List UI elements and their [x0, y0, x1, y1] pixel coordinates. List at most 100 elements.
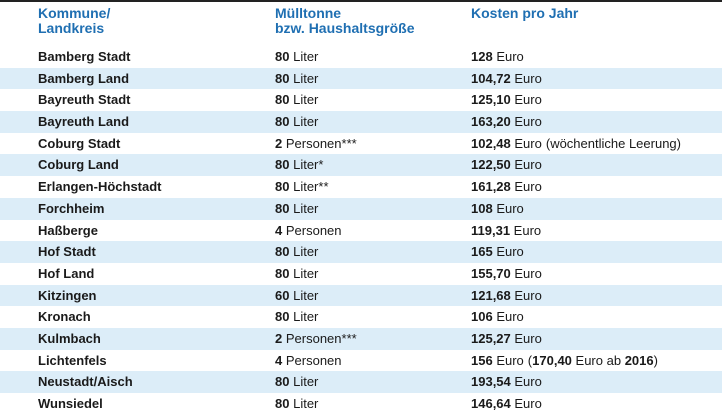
bin-size-unit: Liter	[293, 265, 319, 281]
kommune-name: Hof Stadt	[38, 244, 96, 260]
cost-number: 155,70	[471, 265, 511, 281]
table-row: Hof Land 80 Liter 155,70 Euro	[0, 263, 722, 285]
bin-size: 80 Liter	[275, 263, 318, 285]
cost-number: 104,72	[471, 70, 511, 86]
table-header: Kommune/ Landkreis Mülltonne bzw. Hausha…	[0, 4, 722, 44]
table-row: Forchheim 80 Liter 108 Euro	[0, 197, 722, 220]
cost-note-pre: (wöchentliche Leerung)	[545, 135, 681, 151]
table-row: Wunsiedel 80 Liter 146,64 Euro	[0, 393, 722, 415]
table-row: Neustadt/Aisch 80 Liter 193,54 Euro	[0, 371, 722, 393]
cost-number: 121,68	[471, 287, 511, 303]
cost-unit: Euro	[514, 157, 542, 173]
table-row: Haßberge 4 Personen 119,31 Euro	[0, 220, 722, 242]
bin-size-unit: Liter	[293, 374, 319, 390]
cost-unit: Euro	[496, 49, 524, 64]
bin-size: 60 Liter	[275, 285, 318, 307]
bin-size-number: 80	[275, 49, 290, 64]
bin-size-number: 80	[275, 114, 290, 130]
bin-size: 80 Liter	[275, 89, 318, 111]
cost-number: 125,10	[471, 92, 511, 108]
bin-size-unit: Liter	[293, 92, 319, 108]
bin-size-number: 80	[275, 309, 290, 325]
bin-size-number: 2	[275, 135, 283, 151]
cost-unit: Euro	[514, 265, 542, 281]
header-kommune-line2: Landkreis	[38, 20, 105, 36]
cost-number: 163,20	[471, 114, 511, 130]
cost-note-pre: (	[527, 352, 533, 368]
kommune-name: Bamberg Land	[38, 70, 130, 86]
bin-size-number: 2	[275, 330, 283, 346]
annual-cost: 122,50 Euro	[471, 154, 542, 176]
bin-size: 80 Liter**	[275, 176, 329, 198]
bin-size: 80 Liter*	[275, 154, 323, 176]
bin-size-number: 80	[275, 265, 290, 281]
cost-note-text: Euro ab	[575, 352, 622, 368]
bin-size: 80 Liter	[275, 198, 318, 220]
annual-cost: 106 Euro	[471, 306, 524, 328]
kommune-name: Neustadt/Aisch	[38, 374, 133, 390]
bin-size: 80 Liter	[275, 111, 318, 133]
table-row: Kronach 80 Liter 106 Euro	[0, 306, 722, 328]
cost-unit: Euro	[496, 200, 524, 216]
top-rule	[0, 0, 722, 2]
bin-size-unit: Personen	[285, 352, 342, 368]
cost-number: 156	[471, 352, 493, 368]
cost-note-value: 170,40	[532, 352, 572, 368]
bin-size-number: 80	[275, 374, 290, 390]
bin-size: 4 Personen	[275, 220, 342, 242]
kommune-name: Bayreuth Land	[38, 114, 130, 130]
cost-unit: Euro	[496, 352, 524, 368]
cost-unit: Euro	[496, 309, 524, 325]
bin-size-unit: Personen***	[285, 135, 357, 151]
bin-size-number: 60	[275, 287, 290, 303]
bin-size-unit: Liter	[293, 200, 319, 216]
cost-number: 122,50	[471, 157, 511, 173]
annual-cost: 161,28 Euro	[471, 176, 542, 198]
annual-cost: 121,68 Euro	[471, 285, 542, 307]
cost-note-year: 2016	[624, 352, 654, 368]
table-row: Lichtenfels 4 Personen 156 Euro (170,40 Eur…	[0, 350, 722, 372]
bin-size-number: 4	[275, 352, 283, 368]
kommune-name: Forchheim	[38, 200, 105, 216]
kommune-name: Kulmbach	[38, 330, 101, 346]
bin-size-number: 80	[275, 200, 290, 216]
cost-unit: Euro	[514, 330, 542, 346]
header-muelltonne-line2: bzw. Haushaltsgröße	[275, 20, 415, 36]
annual-cost: 104,72 Euro	[471, 68, 542, 90]
kommune-name: Kronach	[38, 309, 91, 325]
header-kosten-line1: Kosten pro Jahr	[471, 5, 579, 21]
cost-number: 108	[471, 200, 493, 216]
bin-size-unit: Liter	[293, 114, 319, 130]
bin-size-number: 4	[275, 222, 283, 238]
bin-size: 80 Liter	[275, 241, 318, 263]
annual-cost: 156 Euro (170,40 Euro ab 2016)	[471, 350, 658, 372]
annual-cost: 119,31 Euro	[471, 220, 541, 242]
header-kommune: Kommune/ Landkreis	[38, 6, 110, 36]
cost-unit: Euro	[514, 179, 542, 195]
cost-unit: Euro	[514, 114, 542, 130]
cost-number: 165	[471, 244, 493, 260]
header-kommune-line1: Kommune/	[38, 5, 111, 21]
kommune-name: Kitzingen	[38, 287, 97, 303]
table-row: Coburg Stadt 2 Personen*** 102,48 Euro (wöc…	[0, 133, 722, 155]
bin-size-number: 80	[275, 244, 290, 260]
bin-size-unit: Liter	[293, 287, 319, 303]
bin-size: 80 Liter	[275, 46, 318, 68]
bin-size: 80 Liter	[275, 371, 318, 393]
bin-size: 80 Liter	[275, 306, 318, 328]
cost-unit: Euro	[514, 396, 542, 411]
table-row: Kitzingen 60 Liter 121,68 Euro	[0, 284, 722, 307]
annual-cost: 155,70 Euro	[471, 263, 542, 285]
header-kosten: Kosten pro Jahr	[471, 6, 578, 21]
cost-number: 102,48	[471, 135, 511, 151]
bin-size-number: 80	[275, 396, 290, 411]
cost-number: 128	[471, 49, 493, 64]
cost-unit: Euro	[514, 374, 542, 390]
bin-size-unit: Liter	[293, 244, 319, 260]
bin-size-number: 80	[275, 157, 290, 173]
kommune-name: Coburg Stadt	[38, 135, 121, 151]
bin-size: 80 Liter	[275, 393, 318, 415]
bin-size-number: 80	[275, 92, 290, 108]
annual-cost: 128 Euro	[471, 46, 524, 68]
